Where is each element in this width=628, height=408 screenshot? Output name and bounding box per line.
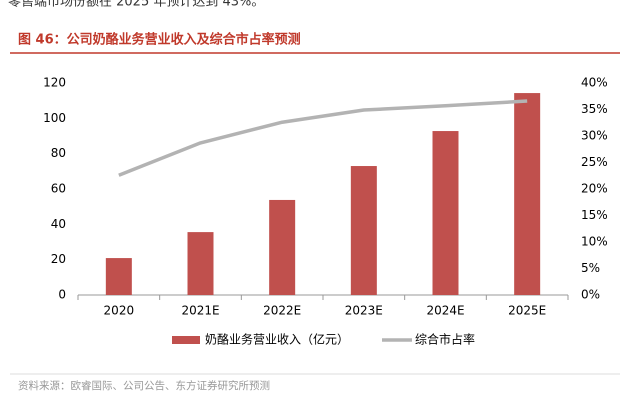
bar bbox=[105, 258, 132, 295]
bar bbox=[350, 166, 377, 295]
y2-tick-label: 10% bbox=[581, 235, 608, 249]
legend-label: 奶酪业务营业收入（亿元） bbox=[205, 332, 349, 347]
y2-tick-label: 5% bbox=[581, 261, 600, 275]
legend-label: 综合市占率 bbox=[415, 332, 475, 347]
x-tick-label: 2025E bbox=[508, 304, 546, 318]
bar bbox=[432, 131, 459, 295]
chart-title: 图 46：公司奶酪业务营业收入及综合市占率预测 bbox=[18, 32, 301, 48]
y-tick-label: 40 bbox=[51, 217, 66, 231]
y-tick-label: 0 bbox=[58, 288, 66, 302]
x-tick-label: 2021E bbox=[181, 304, 219, 318]
y2-tick-label: 0% bbox=[581, 288, 600, 302]
y-tick-label: 100 bbox=[43, 111, 66, 125]
y2-tick-label: 35% bbox=[581, 102, 608, 116]
intro-text: 零售端市场份额在 2025 年预计达到 43%。 bbox=[8, 0, 264, 10]
y-tick-label: 60 bbox=[51, 182, 66, 196]
legend-swatch bbox=[172, 336, 200, 344]
bar bbox=[269, 199, 296, 295]
bar bbox=[187, 232, 214, 295]
y-tick-label: 120 bbox=[43, 76, 66, 90]
y2-tick-label: 40% bbox=[581, 76, 608, 90]
y-tick-label: 80 bbox=[51, 146, 66, 160]
x-tick-label: 2020 bbox=[104, 304, 135, 318]
y-tick-label: 20 bbox=[51, 252, 66, 266]
x-tick-label: 2023E bbox=[345, 304, 383, 318]
y2-tick-label: 30% bbox=[581, 129, 608, 143]
line-series bbox=[118, 99, 528, 177]
y2-tick-label: 20% bbox=[581, 182, 608, 196]
y2-tick-label: 25% bbox=[581, 155, 608, 169]
bar bbox=[514, 93, 541, 295]
x-tick-label: 2024E bbox=[426, 304, 464, 318]
x-tick-label: 2022E bbox=[263, 304, 301, 318]
y2-tick-label: 15% bbox=[581, 208, 608, 222]
source-note: 资料来源：欧睿国际、公司公告、东方证券研究所预测 bbox=[18, 379, 270, 392]
